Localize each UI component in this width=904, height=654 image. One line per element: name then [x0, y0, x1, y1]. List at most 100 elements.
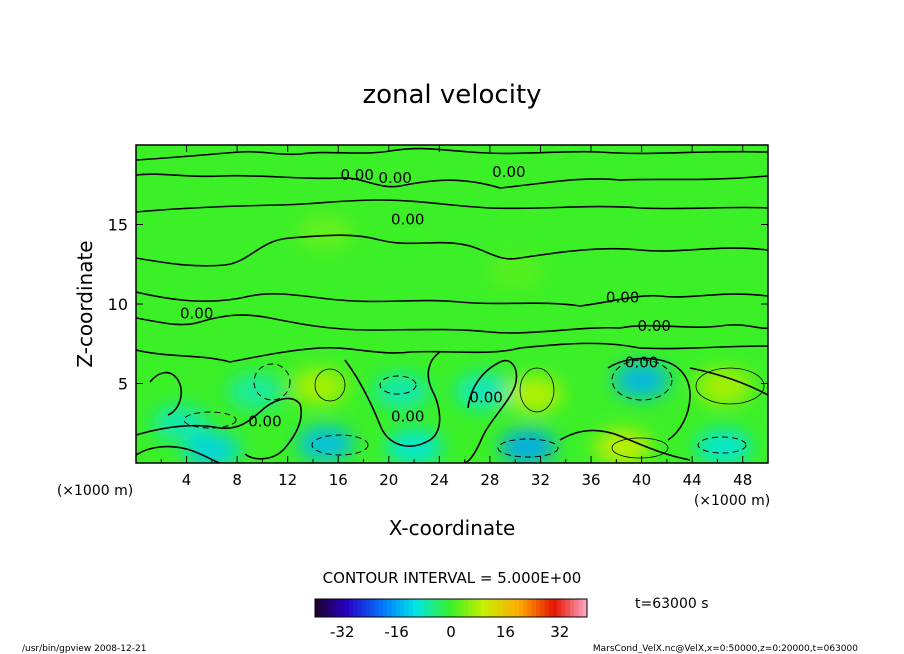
velocity-anomaly-10	[613, 362, 670, 399]
colorbar-swatch	[425, 599, 431, 617]
contour-label-9: 0.00	[469, 389, 502, 407]
contour-label-5: 0.00	[606, 288, 639, 306]
colorbar-swatch	[370, 599, 375, 617]
contour-label-8: 0.00	[391, 408, 424, 426]
x-tick-label-44: 44	[683, 471, 702, 489]
colorbar-swatch	[349, 599, 354, 617]
colorbar-swatch	[429, 599, 435, 617]
negative-contours	[183, 359, 747, 458]
colorbar-swatch	[544, 599, 550, 617]
colorbar-swatch	[383, 599, 388, 617]
footer-left: /usr/bin/gpview 2008-12-21	[22, 644, 146, 654]
colorbar-swatch	[319, 599, 324, 617]
colorbar-swatch	[476, 599, 482, 617]
colorbar-swatch	[336, 599, 341, 617]
colorbar-label-16: 16	[496, 623, 515, 641]
colorbar-label--32: -32	[330, 623, 355, 641]
colorbar-swatch	[378, 599, 384, 617]
contour-label-6: 0.00	[638, 317, 671, 335]
colorbar-swatch	[344, 599, 350, 617]
contour-label-0: 0.00	[340, 166, 373, 184]
colorbar-swatch	[531, 599, 537, 617]
colorbar-swatch	[527, 599, 533, 617]
colorbar-swatch	[574, 599, 579, 617]
velocity-anomaly-11	[594, 429, 651, 463]
colorbar-swatch	[506, 599, 511, 617]
colorbar-swatch	[434, 599, 439, 617]
colorbar-swatch	[480, 599, 486, 617]
x-tick-label-28: 28	[480, 471, 499, 489]
colorbar-swatch	[408, 599, 414, 617]
footer-right: MarsCond_VelX.nc@VelX,x=0:50000,z=0:2000…	[593, 644, 858, 654]
colorbar-swatch	[565, 599, 571, 617]
velocity-anomaly-9	[499, 429, 556, 463]
colorbar-label-0: 0	[446, 623, 456, 641]
colorbar-swatch	[514, 599, 520, 617]
x-axis: 4 8 12 16 20 24 28 32 36 40 44 48	[160, 145, 752, 489]
colorbar-swatch	[548, 599, 554, 617]
colorbar-swatch	[489, 599, 494, 617]
colorbar-swatch	[412, 599, 418, 617]
x-tick-label-8: 8	[232, 471, 242, 489]
colorbar-swatch	[421, 599, 426, 617]
velocity-anomaly-0	[152, 405, 209, 442]
colorbar-ticks: -32 -16 0 16 32	[330, 623, 569, 641]
x-tick-label-20: 20	[379, 471, 398, 489]
colorbar-swatch	[455, 599, 460, 617]
colorbar-swatch	[374, 599, 380, 617]
colorbar-swatch	[497, 599, 503, 617]
x-unit-left: (×1000 m)	[57, 483, 133, 499]
velocity-anomaly-12	[695, 368, 752, 405]
colorbar-swatch	[557, 599, 562, 617]
colorbar	[315, 599, 588, 617]
velocity-anomaly-3	[297, 425, 354, 462]
colorbar-swatch	[357, 599, 363, 617]
colorbar-swatch	[400, 599, 405, 617]
colorbar-swatch	[366, 599, 371, 617]
colorbar-swatch	[468, 599, 473, 617]
y-tick-label-15: 15	[108, 216, 128, 235]
plot-area: 0.00 0.00 0.00 0.00 0.00 0.00 0.00 0.00 0.00 0.00…	[136, 145, 768, 463]
colorbar-swatch	[523, 599, 528, 617]
y-axis-label: Z-coordinate	[73, 240, 97, 367]
colorbar-swatch	[582, 599, 588, 617]
colorbar-swatch	[493, 599, 499, 617]
velocity-anomaly-5	[373, 373, 430, 410]
positive-contours	[314, 367, 765, 459]
colorbar-swatch	[315, 599, 320, 617]
x-tick-label-32: 32	[531, 471, 550, 489]
x-axis-label: X-coordinate	[389, 516, 516, 540]
contour-label-1: 0.00	[378, 169, 411, 187]
colorbar-swatch	[340, 599, 346, 617]
colorbar-label--16: -16	[384, 623, 409, 641]
colorbar-swatch	[463, 599, 469, 617]
colorbar-swatch	[519, 599, 524, 617]
contour-interval-text: CONTOUR INTERVAL = 5.000E+00	[323, 569, 582, 587]
colorbar-swatch	[442, 599, 448, 617]
colorbar-swatch	[570, 599, 575, 617]
contour-label-3: 0.00	[391, 211, 424, 229]
velocity-anomaly-14	[297, 214, 354, 251]
contour-label-2: 0.00	[492, 163, 525, 181]
colorbar-swatch	[353, 599, 358, 617]
contour-labels: 0.00 0.00 0.00 0.00 0.00 0.00 0.00 0.00 0.00 0.00…	[180, 163, 671, 431]
contour-label-7: 0.00	[625, 354, 658, 372]
colorbar-swatch	[361, 599, 367, 617]
x-tick-label-4: 4	[182, 471, 192, 489]
y-axis: 5 10 15	[108, 216, 768, 394]
x-tick-label-12: 12	[278, 471, 297, 489]
y-tick-label-5: 5	[118, 375, 128, 394]
velocity-field-background	[136, 145, 768, 463]
velocity-anomaly-1	[183, 432, 240, 463]
colorbar-swatch	[323, 599, 329, 617]
x-tick-label-40: 40	[632, 471, 651, 489]
time-label: t=63000 s	[635, 596, 709, 612]
colorbar-swatch	[459, 599, 465, 617]
colorbar-swatch	[404, 599, 409, 617]
velocity-anomaly-4	[291, 368, 348, 405]
colorbar-swatch	[485, 599, 490, 617]
colorbar-swatch	[472, 599, 477, 617]
colorbar-swatch	[417, 599, 422, 617]
colorbar-swatch	[438, 599, 443, 617]
